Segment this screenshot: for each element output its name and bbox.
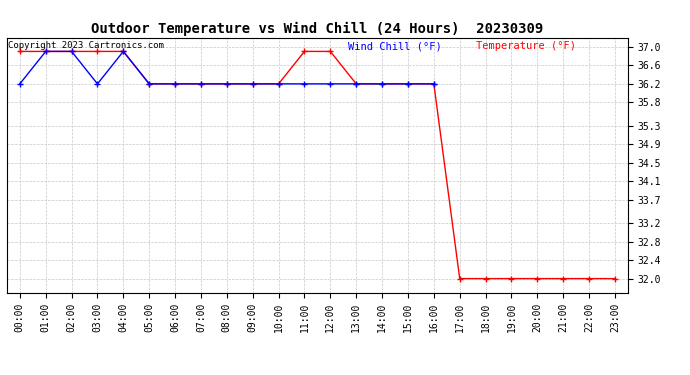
- Text: Copyright 2023 Cartronics.com: Copyright 2023 Cartronics.com: [8, 41, 164, 50]
- Text: Wind Chill (°F): Wind Chill (°F): [348, 41, 448, 51]
- Title: Outdoor Temperature vs Wind Chill (24 Hours)  20230309: Outdoor Temperature vs Wind Chill (24 Ho…: [91, 22, 544, 36]
- Text: Temperature (°F): Temperature (°F): [476, 41, 575, 51]
